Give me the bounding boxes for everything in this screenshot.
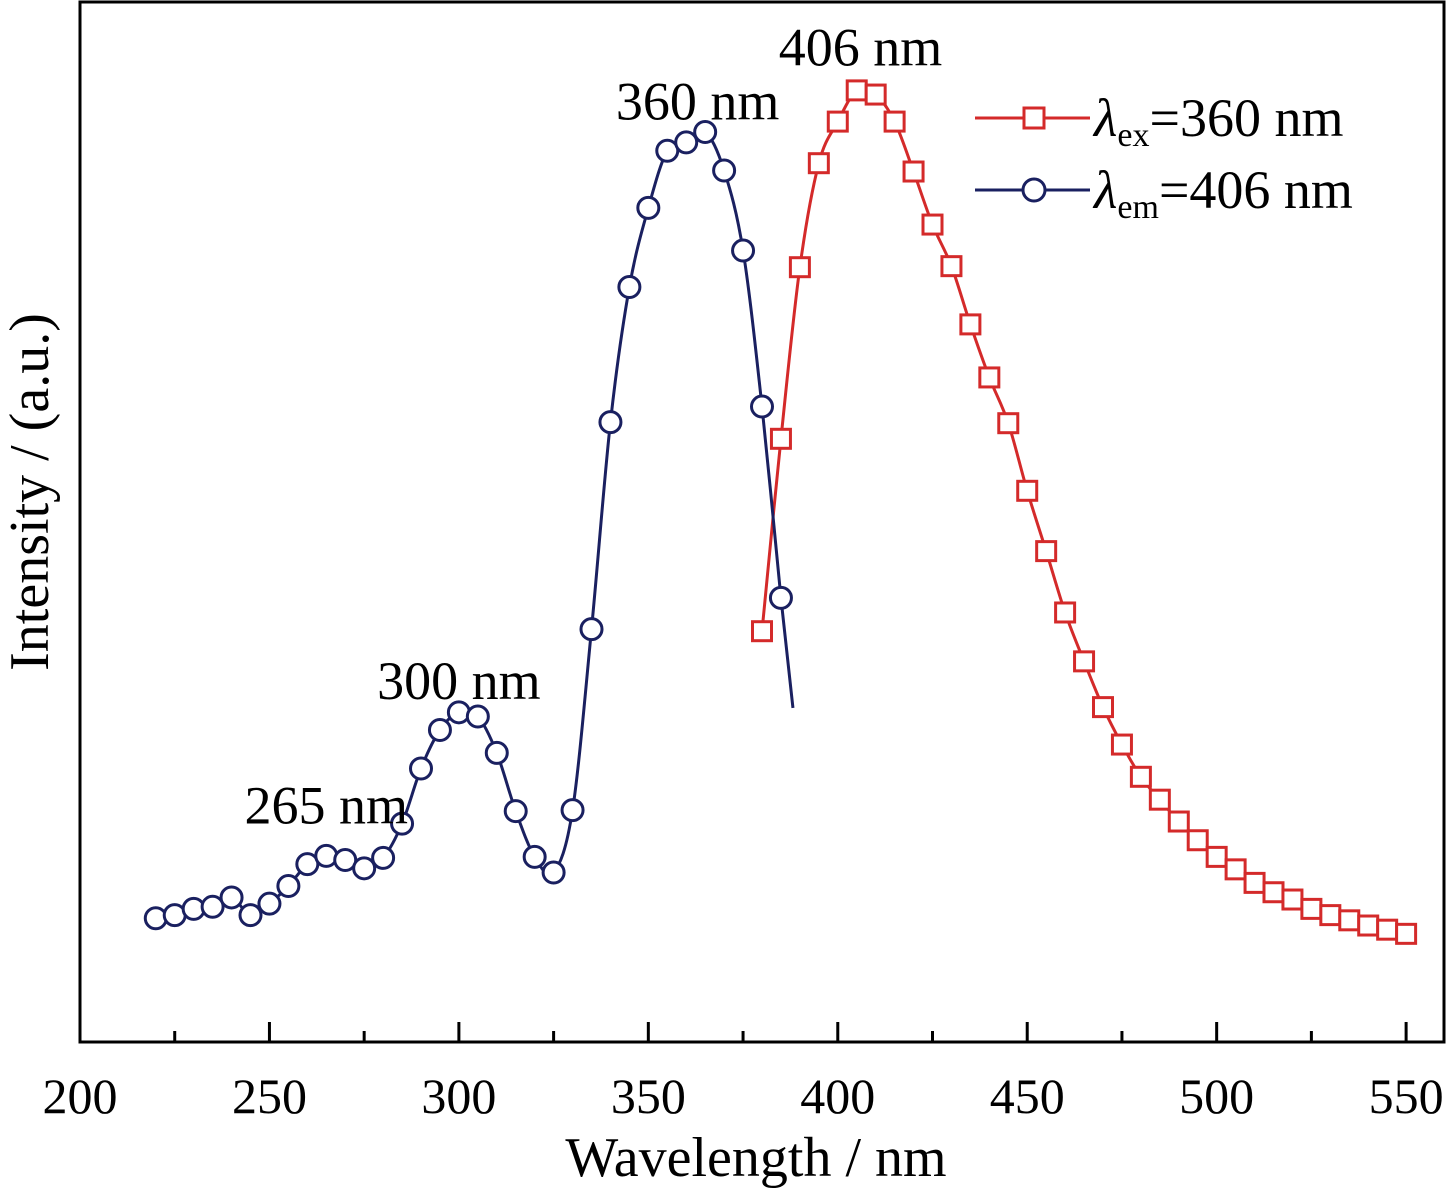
data-point: [1338, 909, 1361, 932]
legend-marker: [1022, 106, 1046, 130]
data-point: [276, 874, 301, 898]
data-point: [427, 718, 452, 742]
x-tick-label: 400: [800, 1068, 875, 1124]
data-point: [484, 740, 509, 765]
data-point: [541, 860, 566, 885]
data-point: [751, 620, 773, 643]
data-point: [522, 844, 547, 869]
data-point: [1035, 540, 1058, 563]
data-point: [1395, 922, 1418, 945]
data-point: [503, 799, 528, 824]
data-point: [238, 903, 263, 928]
data-point: [314, 843, 339, 868]
data-point: [409, 756, 433, 781]
data-point: [826, 110, 849, 133]
y-axis-title: Intensity / (a.u.): [0, 313, 61, 671]
data-point: [845, 79, 868, 102]
data-point: [997, 412, 1020, 435]
data-point: [1376, 918, 1399, 941]
data-point: [257, 891, 282, 916]
data-point: [1300, 897, 1323, 920]
data-point: [902, 160, 925, 183]
data-point: [959, 313, 982, 336]
data-point: [750, 394, 774, 419]
x-tick-label: 350: [611, 1068, 686, 1124]
data-point: [693, 120, 718, 144]
legend-marker: [1021, 177, 1047, 203]
peak-annotation: 300 nm: [377, 651, 541, 711]
series-em: [143, 120, 795, 931]
data-point: [807, 152, 830, 175]
peak-annotation: 360 nm: [616, 72, 780, 132]
x-tick-label: 300: [421, 1068, 496, 1124]
data-point: [921, 213, 944, 236]
series-ex: [751, 79, 1418, 945]
data-point: [200, 894, 225, 919]
data-point: [712, 158, 737, 183]
x-axis-title: Wavelength / nm: [565, 1127, 946, 1189]
x-axis-tick-labels: 200 250 300 350 400 450 500 550: [43, 1068, 1444, 1124]
data-point: [1262, 881, 1285, 904]
data-point: [598, 410, 623, 435]
x-tick-label: 550: [1369, 1068, 1444, 1124]
legend-label: λex=360 nm: [1092, 88, 1343, 154]
data-point: [1073, 650, 1096, 673]
series-layer: [143, 79, 1418, 945]
data-point: [1205, 845, 1228, 868]
data-point: [617, 274, 642, 299]
data-point: [352, 856, 377, 881]
data-point: [864, 83, 887, 106]
data-point: [788, 256, 811, 279]
data-point: [1054, 601, 1077, 624]
plot-frame: [78, 0, 1446, 1044]
data-point: [636, 195, 661, 220]
data-point: [1092, 696, 1114, 719]
data-point: [883, 110, 906, 133]
data-point: [560, 798, 585, 823]
data-point: [219, 885, 244, 910]
data-point: [731, 238, 756, 263]
data-point: [940, 255, 963, 278]
data-point: [465, 704, 490, 729]
data-point: [674, 130, 699, 155]
legend-label: λem=406 nm: [1092, 160, 1353, 226]
data-point: [1110, 733, 1133, 756]
data-point: [1129, 765, 1152, 788]
data-point: [1186, 829, 1209, 852]
data-point: [1148, 788, 1171, 811]
x-tick-label: 500: [1179, 1068, 1254, 1124]
x-axis-ticks: [78, 1022, 1408, 1042]
legend-item-ex: λex=360 nm: [975, 88, 1343, 154]
data-point: [1243, 871, 1266, 894]
data-point: [371, 845, 396, 870]
peak-annotation: 406 nm: [779, 17, 943, 77]
data-point: [1319, 904, 1342, 927]
data-point: [390, 811, 415, 836]
data-point: [1224, 858, 1247, 881]
legend-item-em: λem=406 nm: [975, 160, 1353, 226]
data-point: [1167, 810, 1190, 833]
x-tick-label: 450: [990, 1068, 1065, 1124]
data-point: [1357, 914, 1380, 937]
x-tick-label: 200: [43, 1068, 118, 1124]
data-point: [769, 427, 792, 450]
data-point: [579, 617, 604, 642]
data-point: [1016, 479, 1039, 502]
data-point: [143, 906, 168, 931]
x-tick-label: 250: [232, 1068, 307, 1124]
data-point: [768, 585, 793, 610]
peak-annotation: 265 nm: [245, 776, 409, 836]
data-point: [978, 366, 1001, 389]
data-point: [1281, 888, 1304, 911]
